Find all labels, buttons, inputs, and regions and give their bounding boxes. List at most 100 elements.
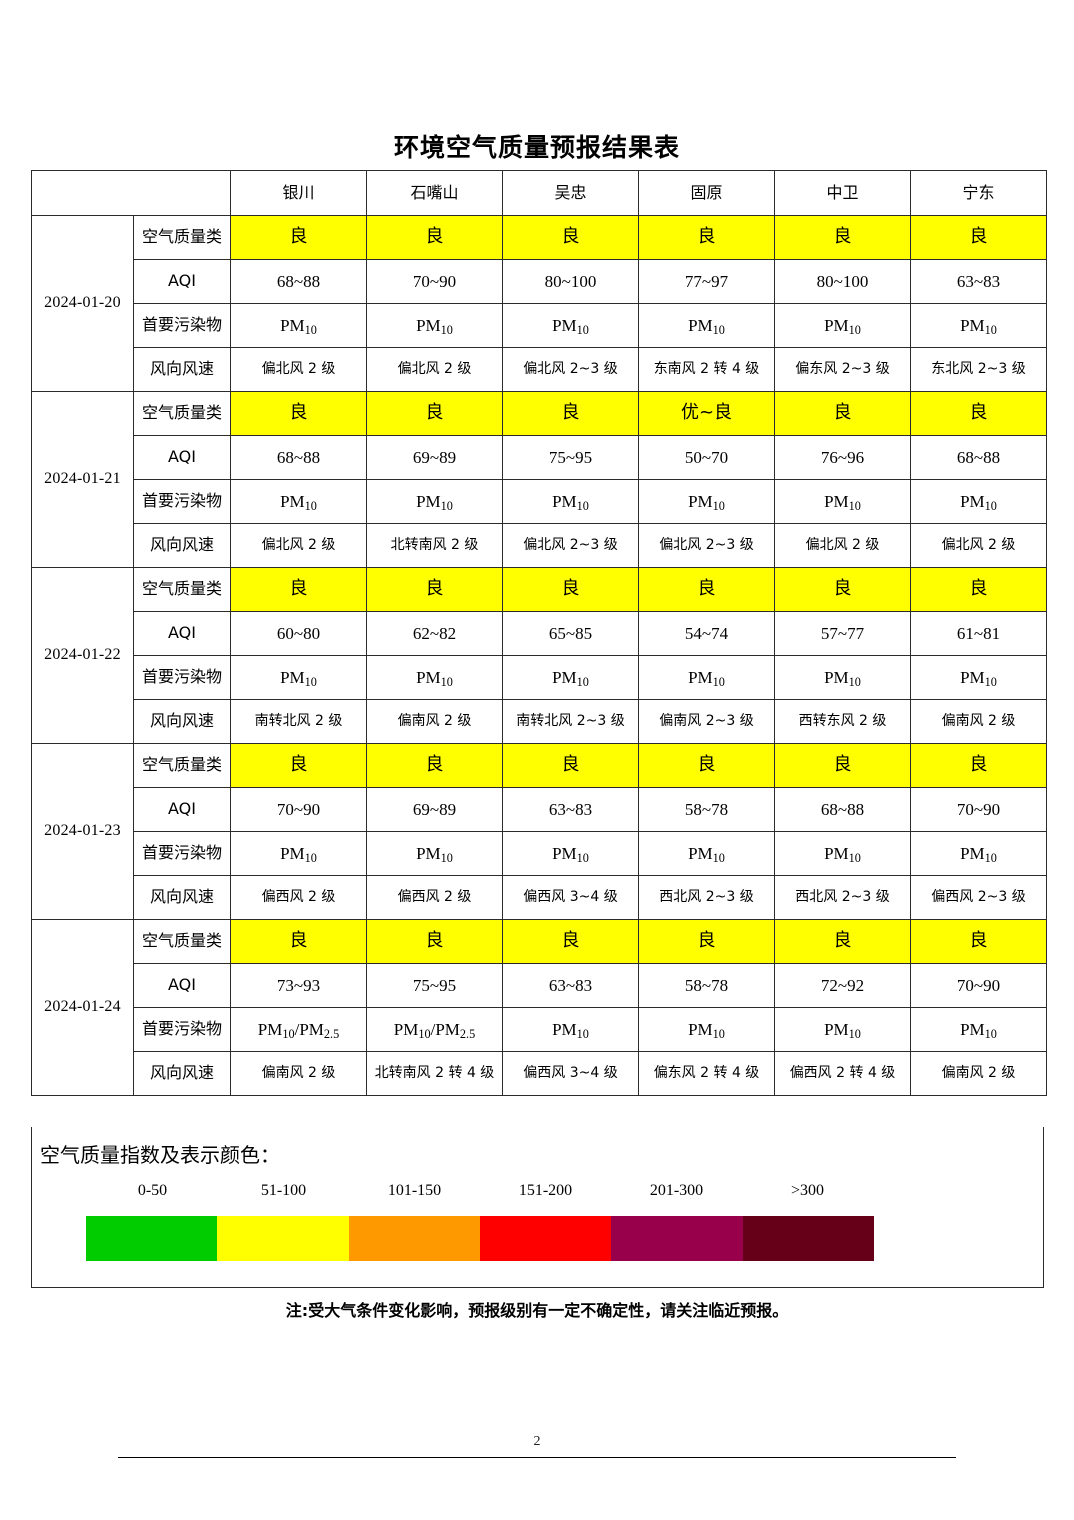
- cell-primary-pollutant: PM10: [774, 303, 911, 348]
- table-row: 2024-01-20 空气质量类良良良良良良: [31, 215, 1047, 392]
- cell-air-quality-level: 良: [502, 567, 639, 612]
- cell-air-quality-level: 优~良: [638, 391, 775, 436]
- cell-primary-pollutant: PM10: [638, 1007, 775, 1052]
- table-row: 风向风速 偏西风 2 级偏西风 2 级偏西风 3~4 级西北风 2~3 级西北风 …: [32, 875, 1047, 920]
- cell-air-quality-level: 良: [366, 743, 503, 788]
- cell-air-quality-level: 良: [502, 919, 639, 964]
- cell-primary-pollutant: PM10: [366, 479, 503, 524]
- cell-air-quality-level: 良: [230, 743, 367, 788]
- cell-aqi-range: 80~100: [502, 259, 639, 304]
- cell-wind-direction-speed: 偏南风 2~3 级: [638, 699, 775, 744]
- row-label-aqi-range: AQI: [133, 963, 231, 1008]
- cell-aqi-range: 70~90: [910, 787, 1047, 832]
- cell-wind-direction-speed: 偏北风 2 级: [230, 523, 367, 568]
- cell-wind-direction-speed: 偏西风 3~4 级: [502, 875, 639, 920]
- table-row: 风向风速 偏南风 2 级北转南风 2 转 4 级偏西风 3~4 级偏东风 2 转 …: [32, 1051, 1047, 1096]
- cell-wind-direction-speed: 偏南风 2 级: [366, 699, 503, 744]
- table-row: 风向风速 偏北风 2 级北转南风 2 级偏北风 2~3 级偏北风 2~3 级偏北风…: [32, 523, 1047, 568]
- cell-wind-direction-speed: 偏北风 2 级: [774, 523, 911, 568]
- row-label-aqi-range: AQI: [133, 259, 231, 304]
- cell-air-quality-level: 良: [230, 391, 367, 436]
- cell-air-quality-level: 良: [774, 215, 911, 260]
- cell-primary-pollutant: PM10: [230, 303, 367, 348]
- page-title: 环境空气质量预报结果表: [393, 133, 680, 162]
- forecast-date-cell: 2024-01-20: [31, 215, 134, 392]
- cell-aqi-range: 75~95: [502, 435, 639, 480]
- table-row: AQI 60~80 62~82 65~85 54~74 57~77 61~81: [32, 611, 1047, 656]
- table-row: 首要污染物 PM10 PM10 PM10 PM10 PM10 PM10: [32, 831, 1047, 876]
- legend-label: 101-150: [387, 1182, 442, 1199]
- row-label-aqi-range: AQI: [133, 435, 231, 480]
- cell-primary-pollutant: PM10: [638, 479, 775, 524]
- row-label-primary-pollutant: 首要污染物: [133, 655, 231, 700]
- cell-aqi-range: 73~93: [230, 963, 367, 1008]
- cell-air-quality-level: 良: [366, 215, 503, 260]
- legend-title: 空气质量指数及表示颜色：: [40, 1143, 280, 1167]
- legend-color-segment: [348, 1216, 480, 1261]
- table-row: AQI 68~88 70~90 80~100 77~97 80~100 63~83: [32, 259, 1047, 304]
- cell-wind-direction-speed: 北转南风 2 级: [366, 523, 503, 568]
- table-row: 2024-01-23 空气质量类良良良良良良: [31, 743, 1047, 920]
- cell-primary-pollutant: PM10: [774, 655, 911, 700]
- forecast-date-cell: 2024-01-24: [31, 919, 134, 1096]
- cell-aqi-range: 75~95: [366, 963, 503, 1008]
- cell-aqi-range: 58~78: [638, 963, 775, 1008]
- cell-wind-direction-speed: 东北风 2~3 级: [910, 347, 1047, 392]
- column-header-city: 中卫: [774, 170, 911, 216]
- table-row: 2024-01-24 空气质量类良良良良良良: [31, 919, 1047, 1096]
- cell-air-quality-level: 良: [910, 391, 1047, 436]
- row-label-wind-direction-speed: 风向风速: [133, 875, 231, 920]
- legend-color-segment: [479, 1216, 612, 1261]
- column-header-city: 石嘴山: [366, 170, 503, 216]
- cell-aqi-range: 76~96: [774, 435, 911, 480]
- cell-wind-direction-speed: 西北风 2~3 级: [774, 875, 911, 920]
- row-label-primary-pollutant: 首要污染物: [133, 303, 231, 348]
- cell-aqi-range: 69~89: [366, 435, 503, 480]
- legend-color-segment: [611, 1216, 743, 1261]
- cell-primary-pollutant: PM10: [774, 479, 911, 524]
- table-row: AQI 73~93 75~95 63~83 58~78 72~92 70~90: [32, 963, 1047, 1008]
- cell-primary-pollutant: PM10: [638, 655, 775, 700]
- table-row: 风向风速 南转北风 2 级偏南风 2 级南转北风 2~3 级偏南风 2~3 级西转…: [32, 699, 1047, 744]
- cell-air-quality-level: 良: [502, 215, 639, 260]
- table-row: 2024-01-21 空气质量类良良良优~良良良: [31, 391, 1047, 568]
- cell-aqi-range: 80~100: [774, 259, 911, 304]
- cell-aqi-range: 54~74: [638, 611, 775, 656]
- table-row: 2024-01-22 空气质量类良良良良良良: [31, 567, 1047, 744]
- cell-primary-pollutant: PM10: [502, 1007, 639, 1052]
- table-row: 首要污染物 PM10/PM2.5 PM10/PM2.5 PM10 PM10 PM10 PM1…: [32, 1007, 1047, 1052]
- legend-color-segment: [742, 1216, 874, 1261]
- cell-air-quality-level: 良: [502, 391, 639, 436]
- cell-primary-pollutant: PM10: [366, 655, 503, 700]
- forecast-date-cell: 2024-01-22: [31, 567, 134, 744]
- row-label-wind-direction-speed: 风向风速: [133, 1051, 231, 1096]
- cell-wind-direction-speed: 偏南风 2 级: [230, 1051, 367, 1096]
- cell-aqi-range: 62~82: [366, 611, 503, 656]
- row-label-air-quality-level: 空气质量类: [133, 391, 231, 436]
- cell-air-quality-level: 良: [230, 919, 367, 964]
- row-label-primary-pollutant: 首要污染物: [133, 479, 231, 524]
- column-header-city: 银川: [230, 170, 367, 216]
- cell-air-quality-level: 良: [638, 919, 775, 964]
- row-label-air-quality-level: 空气质量类: [133, 919, 231, 964]
- cell-air-quality-level: 良: [910, 567, 1047, 612]
- legend-color-bar: [86, 1216, 874, 1261]
- cell-aqi-range: 63~83: [502, 787, 639, 832]
- cell-air-quality-level: 良: [366, 567, 503, 612]
- cell-wind-direction-speed: 偏北风 2 级: [366, 347, 503, 392]
- cell-air-quality-level: 良: [910, 919, 1047, 964]
- cell-air-quality-level: 良: [638, 215, 775, 260]
- table-row: 首要污染物 PM10 PM10 PM10 PM10 PM10 PM10: [32, 479, 1047, 524]
- row-label-wind-direction-speed: 风向风速: [133, 347, 231, 392]
- cell-wind-direction-speed: 北转南风 2 转 4 级: [366, 1051, 503, 1096]
- cell-aqi-range: 77~97: [638, 259, 775, 304]
- row-label-air-quality-level: 空气质量类: [133, 743, 231, 788]
- table-row: 风向风速 偏北风 2 级偏北风 2 级偏北风 2~3 级东南风 2 转 4 级偏东…: [32, 347, 1047, 392]
- cell-aqi-range: 68~88: [774, 787, 911, 832]
- legend-color-segment: [217, 1216, 349, 1261]
- legend-label-row: 0-50 51-100 101-150 151-200 201-300 >300: [87, 1182, 917, 1200]
- cell-air-quality-level: 良: [910, 215, 1047, 260]
- table-row: 首要污染物 PM10 PM10 PM10 PM10 PM10 PM10: [32, 655, 1047, 700]
- air-quality-forecast-table: 银川 石嘴山 吴忠 固原 中卫 宁东 2024-01-20 空气质量类良良良良良良 AQI 68~…: [31, 170, 1047, 1096]
